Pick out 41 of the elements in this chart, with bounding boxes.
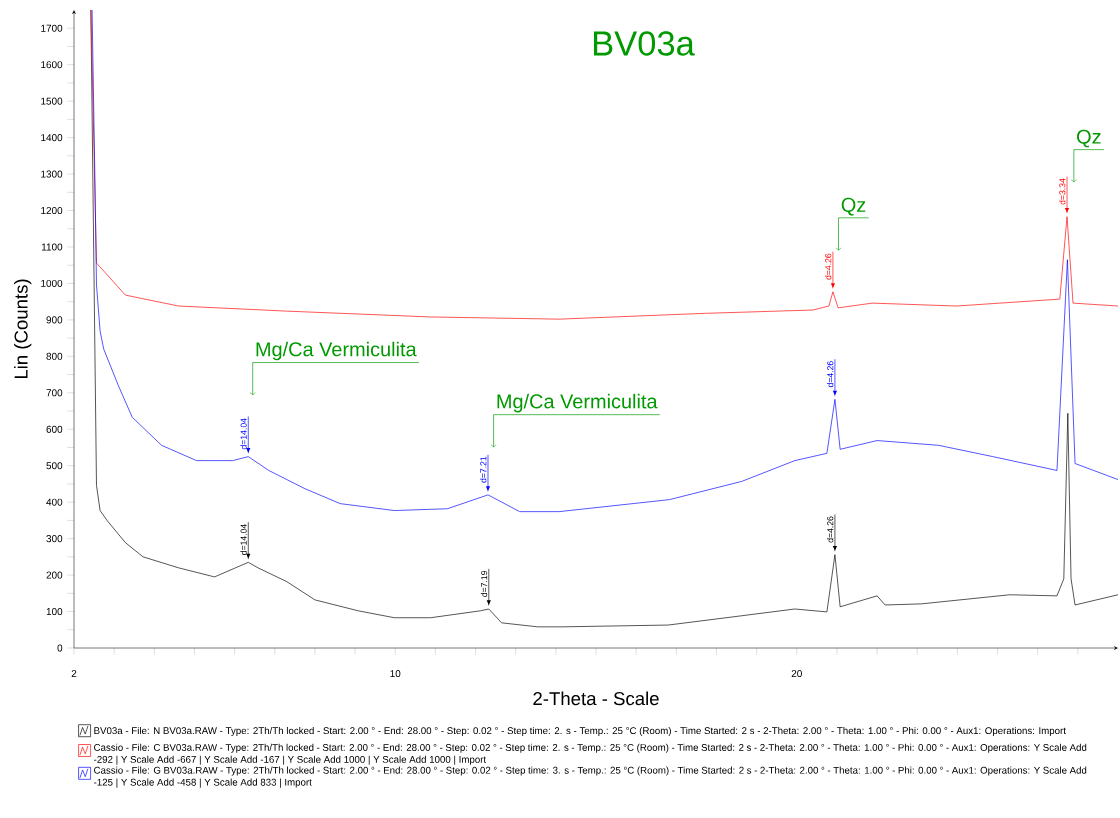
- annotation: Mg/Ca Vermiculita: [256, 341, 417, 361]
- x-tick-label: 10: [390, 670, 401, 678]
- annotation: d=14.04: [240, 418, 247, 450]
- legend-label: BV03a - File: N BV03a.RAW - Type: 2Th/Th locked - Start: 2.00 ° - End: 28.00 ° - Step: 0.02 ° - Step time: 2. s - Temp.: 25 °C (Room) - Time Started: 2 s - 2-Theta: 2.00 ° - Theta: 1.00 ° - Phi: 0.00 ° - Aux1: Operations: Import: [94, 726, 1066, 736]
- y-tick-label: 1400: [41, 134, 63, 142]
- chart-title: BV03a: [593, 31, 695, 56]
- annotation: d=4.26: [826, 516, 834, 543]
- y-tick-label: 1600: [41, 61, 63, 69]
- y-tick-label: 400: [46, 498, 63, 506]
- y-tick-label: 1000: [41, 279, 63, 287]
- annotation: d=3.34: [1059, 178, 1066, 205]
- x-tick-label: 20: [791, 670, 802, 678]
- annotation: d=7.19: [480, 570, 488, 597]
- annotation: Qz: [841, 197, 866, 216]
- annotation: d=4.26: [826, 361, 834, 388]
- y-tick-label: 0: [57, 644, 63, 652]
- y-tick-label: 200: [46, 571, 63, 579]
- annotation: d=4.26: [824, 253, 832, 280]
- y-tick-label: 600: [46, 425, 63, 433]
- annotation: Qz: [1077, 129, 1101, 148]
- y-tick-label: 1500: [41, 97, 63, 105]
- y-tick-label: 1200: [41, 206, 63, 215]
- annotation: d=14.04: [240, 524, 247, 555]
- y-tick-label: 1100: [41, 243, 63, 251]
- y-tick-label: 700: [46, 389, 63, 397]
- annotation: d=7.21: [480, 456, 487, 483]
- y-tick-label: 800: [46, 352, 63, 360]
- y-tick-label: 300: [46, 535, 63, 543]
- line-series: [90, 9, 1119, 320]
- x-axis-title: 2-Theta - Scale: [533, 691, 659, 706]
- y-tick-label: 1700: [41, 24, 63, 32]
- legend-label: Cassio - File: G BV03a.RAW - Type: 2Th/Th locked - Start: 2.00 ° - End: 28.00 ° - Step: 0.02 ° - Step time: 3. s - Temp.: 25 °C (Room) - Time Started: 2 s - 2-Theta: 2.00 ° - Theta: 1.00 ° - Phi: 0.00 ° - Aux1: Operations: Y Scale Add -125 | Y Scale Add -458 | Y Scale Add 833 | Import: [94, 766, 1087, 788]
- legend-label: Cassio - File: C BV03a.RAW - Type: 2Th/Th locked - Start: 2.00 ° - End: 28.00 ° - Step: 0.02 ° - Step time: 2. s - Temp.: 25 °C (Room) - Time Started: 2 s - 2-Theta: 2.00 ° - Theta: 1.00 ° - Phi: 0.00 ° - Aux1: Operations: Y Scale Add -292 | Y Scale Add -667 | Y Scale Add -167 | Y Scale Add 1000 | Y Scale Add 1000 | Import: [94, 743, 1087, 765]
- y-tick-label: 100: [46, 608, 63, 616]
- y-tick-label: 500: [46, 462, 63, 470]
- annotation: Mg/Ca Vermiculita: [497, 393, 658, 413]
- x-tick-label: 2: [71, 670, 77, 677]
- y-tick-label: 1300: [41, 170, 63, 178]
- y-tick-label: 900: [46, 316, 63, 324]
- line-series: [91, 9, 1119, 512]
- y-axis-title: Lin (Counts): [14, 279, 32, 379]
